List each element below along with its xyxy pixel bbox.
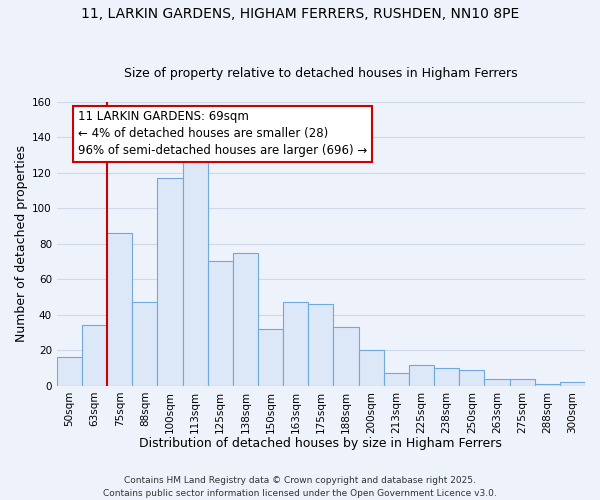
Bar xyxy=(308,304,334,386)
Bar xyxy=(258,329,283,386)
Bar xyxy=(233,252,258,386)
Bar xyxy=(182,158,208,386)
Bar xyxy=(57,358,82,386)
Text: 11 LARKIN GARDENS: 69sqm
← 4% of detached houses are smaller (28)
96% of semi-de: 11 LARKIN GARDENS: 69sqm ← 4% of detache… xyxy=(78,110,367,158)
Bar xyxy=(509,378,535,386)
Bar xyxy=(459,370,484,386)
Bar xyxy=(132,302,157,386)
Bar xyxy=(535,384,560,386)
Text: Contains HM Land Registry data © Crown copyright and database right 2025.
Contai: Contains HM Land Registry data © Crown c… xyxy=(103,476,497,498)
Bar xyxy=(107,233,132,386)
Bar xyxy=(434,368,459,386)
Bar xyxy=(208,262,233,386)
Y-axis label: Number of detached properties: Number of detached properties xyxy=(15,145,28,342)
Bar xyxy=(82,326,107,386)
Bar xyxy=(409,364,434,386)
Bar xyxy=(157,178,182,386)
X-axis label: Distribution of detached houses by size in Higham Ferrers: Distribution of detached houses by size … xyxy=(139,437,502,450)
Title: Size of property relative to detached houses in Higham Ferrers: Size of property relative to detached ho… xyxy=(124,66,518,80)
Bar xyxy=(384,374,409,386)
Bar xyxy=(283,302,308,386)
Bar xyxy=(334,327,359,386)
Bar xyxy=(560,382,585,386)
Bar xyxy=(484,378,509,386)
Text: 11, LARKIN GARDENS, HIGHAM FERRERS, RUSHDEN, NN10 8PE: 11, LARKIN GARDENS, HIGHAM FERRERS, RUSH… xyxy=(81,8,519,22)
Bar xyxy=(359,350,384,386)
